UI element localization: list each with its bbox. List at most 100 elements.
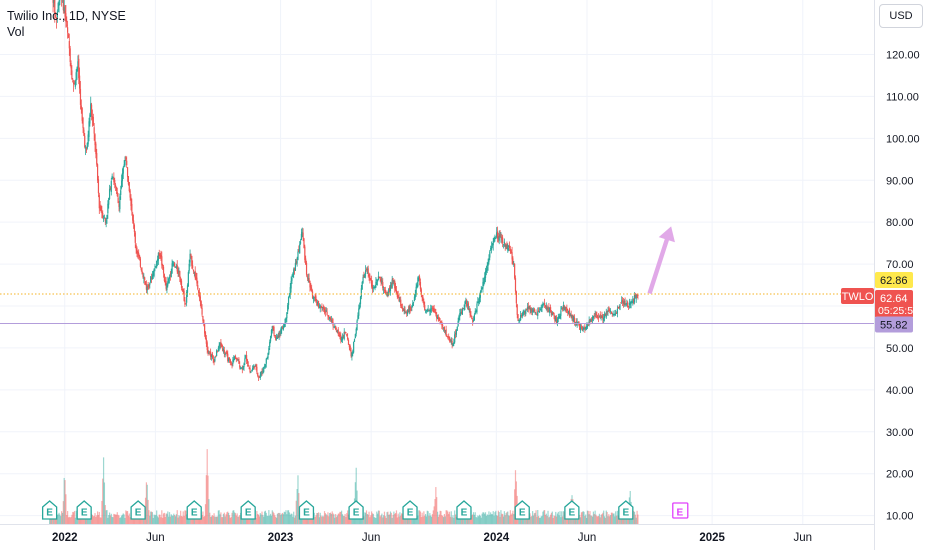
candle-body — [100, 206, 101, 211]
candle-body — [283, 326, 284, 330]
earnings-marker-label: E — [135, 508, 142, 519]
candle-body — [164, 274, 165, 281]
candle-body — [70, 48, 71, 62]
candle-body — [593, 316, 594, 318]
candle-body — [413, 302, 414, 303]
candle-body — [156, 261, 157, 268]
candle-body — [121, 181, 122, 188]
up-arrow-annotation[interactable] — [647, 226, 674, 294]
candle-body — [392, 278, 393, 282]
candle-body — [188, 272, 189, 287]
candle-body — [358, 309, 359, 316]
candle-body — [511, 252, 512, 260]
candle-body — [131, 204, 132, 212]
candle-body — [378, 276, 379, 280]
candle-body — [359, 305, 360, 309]
candle-body — [311, 288, 312, 291]
candle-body — [442, 325, 443, 327]
candle-body — [559, 316, 560, 318]
x-tick-label: Jun — [146, 532, 165, 544]
candle-body — [353, 342, 354, 353]
earnings-marker-label: E — [81, 508, 88, 519]
candle-body — [315, 296, 316, 301]
candle-body — [588, 325, 589, 326]
candle-body — [117, 192, 118, 196]
candle-body — [541, 307, 542, 308]
candle-body — [125, 158, 126, 160]
candle-body — [422, 295, 423, 297]
y-tick-label: 40.00 — [886, 385, 914, 397]
candle-body — [67, 27, 68, 32]
candle-body — [214, 357, 215, 362]
candle-body — [594, 315, 595, 316]
candle-body — [185, 304, 186, 305]
candle-body — [381, 281, 382, 282]
earnings-marker-label: E — [622, 508, 629, 519]
candle-body — [582, 327, 583, 329]
candle-body — [487, 263, 488, 266]
candle-body — [411, 306, 412, 307]
candle-body — [390, 285, 391, 291]
candle-body — [168, 279, 169, 282]
candle-body — [200, 297, 201, 302]
candle-body — [420, 282, 421, 289]
y-tick-label: 100.00 — [886, 133, 920, 145]
candle-body — [318, 301, 319, 307]
candle-body — [439, 318, 440, 321]
candle-body — [140, 259, 141, 267]
candle-body — [119, 196, 120, 209]
candle-body — [129, 182, 130, 191]
candle-body — [244, 358, 245, 362]
candle-body — [93, 117, 94, 125]
candle-body — [495, 238, 496, 239]
candle-body — [71, 70, 72, 79]
candle-body — [266, 359, 267, 364]
candle-body — [70, 63, 71, 68]
candle-body — [94, 134, 95, 145]
candle-body — [192, 265, 193, 268]
candle-body — [118, 198, 119, 203]
candle-body — [596, 315, 597, 317]
candle-body — [268, 348, 269, 353]
candle-body — [139, 255, 140, 258]
candle-body — [348, 340, 349, 345]
candle-body — [330, 318, 331, 320]
candle-body — [186, 292, 187, 303]
candle-body — [326, 310, 327, 311]
candle-body — [134, 225, 135, 232]
candle-body — [447, 337, 448, 338]
candle-body — [106, 215, 107, 219]
candle-body — [299, 244, 300, 253]
candle-body — [512, 258, 513, 263]
candle-body — [504, 242, 505, 244]
candle-body — [79, 76, 80, 89]
chart-title: Twilio Inc., 1D, NYSE — [7, 9, 126, 23]
candle-body — [332, 322, 333, 326]
currency-button[interactable]: USD — [879, 4, 923, 28]
price-label: 62.64 — [880, 293, 908, 305]
candle-body — [598, 317, 599, 318]
candle-body — [502, 238, 503, 243]
candle-body — [534, 309, 535, 312]
candle-body — [375, 282, 376, 288]
candle-body — [197, 285, 198, 289]
candle-body — [109, 189, 110, 199]
candle-body — [636, 295, 637, 299]
candle-body — [115, 185, 116, 187]
candle-body — [481, 290, 482, 292]
candle-body — [517, 314, 518, 321]
candle-body — [350, 346, 351, 351]
earnings-marker-label: E — [191, 508, 198, 519]
candle-body — [163, 267, 164, 274]
candle-body — [522, 315, 523, 316]
y-tick-label: 80.00 — [886, 217, 914, 229]
candle-body — [286, 312, 287, 318]
candle-body — [103, 219, 104, 220]
candle-body — [625, 306, 626, 307]
candle-body — [216, 350, 217, 356]
volume-indicator-label[interactable]: Vol — [7, 25, 24, 39]
candle-body — [630, 304, 631, 305]
candle-body — [537, 311, 538, 316]
